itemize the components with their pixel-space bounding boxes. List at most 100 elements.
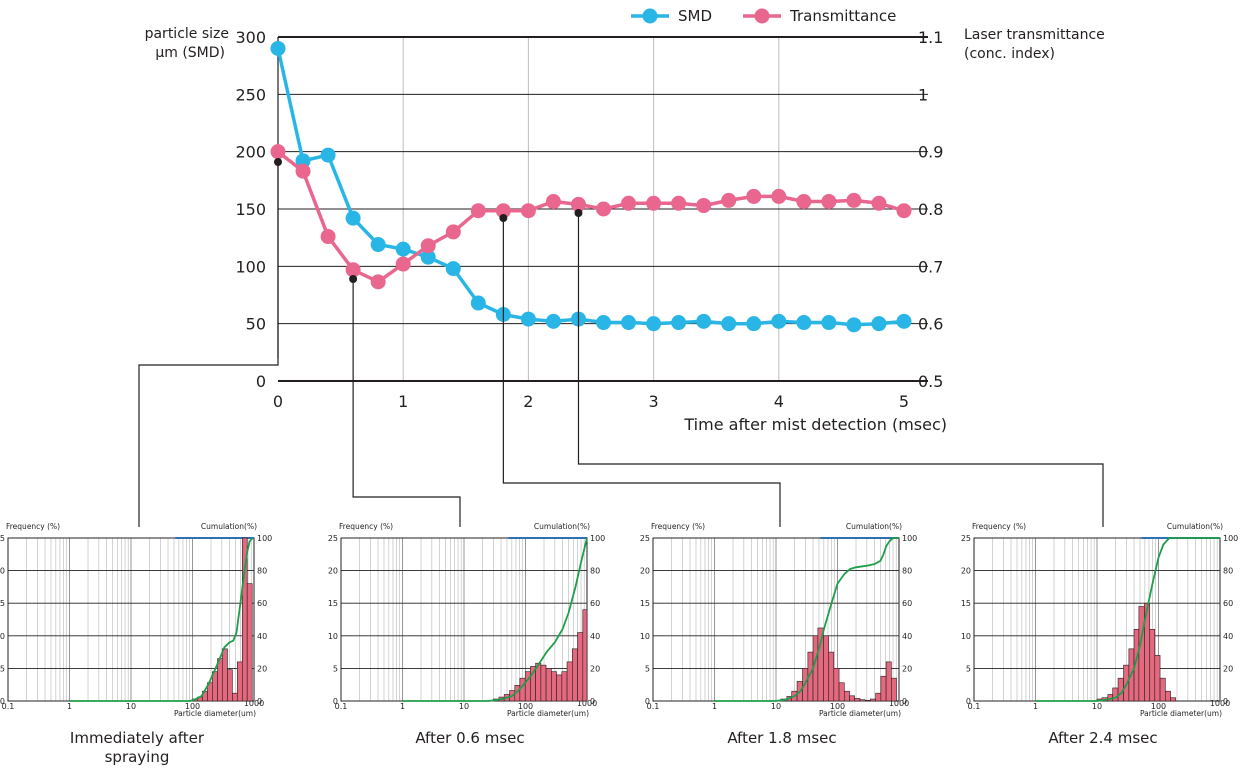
panel-caption: After 2.4 msec: [1048, 729, 1157, 747]
cum-tick-label: 100: [1223, 534, 1238, 543]
histogram-bar: [572, 648, 578, 702]
diam-tick-label: 100: [518, 702, 533, 711]
histogram-bar: [217, 658, 223, 702]
series-1-point: [345, 262, 361, 278]
histogram-bar: [849, 695, 855, 702]
diam-tick-label: 100: [1151, 702, 1166, 711]
cum-tick-label: 0: [257, 697, 262, 706]
cum-tick-label: 60: [590, 599, 600, 608]
series-0-point: [270, 40, 286, 56]
legend-transmittance: Transmittance: [743, 7, 896, 25]
distribution-panel-1: 0 5 10 15 20 25 0 20 40 60 80 100 0.1 1 10 100 1000 Frequ…: [0, 522, 272, 766]
histogram-bar: [221, 648, 228, 702]
histogram-bar: [838, 682, 845, 702]
freq-tick-label: 0: [333, 697, 338, 706]
cum-tick-label: 60: [257, 599, 267, 608]
connector-0: [138, 162, 279, 527]
freq-tick-label: 25: [640, 534, 650, 543]
left-axis-label-line1: particle size: [145, 26, 229, 42]
cum-tick-label: 80: [257, 567, 267, 576]
distribution-panels: 05101520250204060801000.11101001000Frequ…: [0, 522, 1238, 766]
series-1-point: [270, 144, 286, 160]
series-1-point: [646, 195, 662, 211]
connector-3: [577, 213, 1104, 527]
cum-tick-label: 20: [902, 664, 912, 673]
series-0-point: [295, 153, 311, 169]
histogram-bar: [1138, 606, 1145, 702]
freq-tick-label: 20: [961, 567, 971, 576]
legend-smd-label: SMD: [678, 7, 712, 25]
freq-tick-label: 15: [0, 599, 5, 608]
cumulation-axis-label: Cumulation(%): [846, 522, 902, 531]
freq-tick-label: 20: [328, 567, 338, 576]
histogram-bar: [1149, 628, 1156, 702]
histogram-bar: [1165, 690, 1171, 702]
cum-tick-label: 60: [902, 599, 912, 608]
series-1-point: [596, 201, 612, 217]
cumulation-axis-label: Cumulation(%): [201, 522, 257, 531]
series-0-point: [345, 210, 361, 226]
freq-tick-label: 15: [328, 599, 338, 608]
series-1-point: [671, 195, 687, 211]
y-tick-label: 250: [235, 85, 266, 104]
y2-tick-label: 1: [918, 85, 928, 104]
diam-tick-label: 10: [459, 702, 469, 711]
diam-tick-label: 0.1: [647, 702, 660, 711]
series-0-point: [821, 315, 837, 331]
histogram-bar: [1154, 655, 1161, 702]
diam-tick-label: 0.1: [2, 702, 15, 711]
cum-tick-label: 20: [1223, 664, 1233, 673]
freq-tick-label: 5: [645, 664, 650, 673]
freq-tick-label: 15: [961, 599, 971, 608]
y2-tick-label: 0.6: [918, 315, 943, 334]
series-1-point: [696, 198, 712, 214]
freq-tick-label: 0: [966, 697, 971, 706]
diam-tick-label: 100: [185, 702, 200, 711]
legend-transmittance-marker: [754, 8, 770, 24]
cum-tick-label: 80: [902, 567, 912, 576]
cumulative-curve: [714, 537, 899, 702]
distribution-panel-2: 0 5 10 15 20 25 0 20 40 60 80 100 0.1 1 10 100 1000 Frequ…: [328, 522, 605, 747]
histogram-bar: [1159, 677, 1166, 702]
series-0-point: [746, 316, 762, 332]
cum-tick-label: 0: [902, 697, 907, 706]
frequency-axis-label: Frequency (%): [6, 522, 60, 531]
freq-tick-label: 5: [966, 664, 971, 673]
series-1-point: [746, 188, 762, 204]
y-tick-label: 300: [235, 28, 266, 47]
diameter-axis-label: Particle diameter(um): [174, 709, 256, 718]
cumulation-axis-label: Cumulation(%): [534, 522, 590, 531]
histogram-bar: [556, 674, 563, 702]
series-1-point: [796, 194, 812, 210]
series-0-point: [871, 316, 887, 332]
diam-tick-label: 10: [1092, 702, 1102, 711]
histogram-bar: [551, 671, 557, 702]
diam-tick-label: 0.1: [335, 702, 348, 711]
freq-tick-label: 10: [961, 632, 971, 641]
panel-caption: Immediately after: [70, 729, 205, 747]
x-tick-label: 0: [273, 392, 283, 411]
cumulative-curve: [69, 537, 254, 702]
series-1-point: [821, 194, 837, 210]
diameter-axis-label: Particle diameter(um): [507, 709, 589, 718]
histogram-bar: [828, 651, 835, 702]
series-1-point: [495, 203, 511, 219]
y2-tick-label: 0.5: [918, 372, 943, 391]
series-1-point: [771, 188, 787, 204]
cumulative-curve: [402, 537, 588, 702]
histogram-bar: [545, 668, 552, 702]
histogram-bar: [870, 698, 876, 702]
marker-dot-2: [499, 214, 508, 222]
freq-tick-label: 5: [0, 664, 5, 673]
series-1-point: [621, 195, 637, 211]
histogram-bar: [561, 671, 568, 702]
y2-tick-label: 0.7: [918, 257, 943, 276]
diam-tick-label: 100: [830, 702, 845, 711]
y2-tick-label: 0.8: [918, 200, 943, 219]
series-1-point: [445, 224, 461, 240]
series-0-point: [370, 237, 386, 253]
histogram-bar: [854, 698, 861, 702]
diam-tick-label: 10: [126, 702, 136, 711]
series-0-point: [395, 241, 411, 257]
diameter-axis-label: Particle diameter(um): [1140, 709, 1222, 718]
